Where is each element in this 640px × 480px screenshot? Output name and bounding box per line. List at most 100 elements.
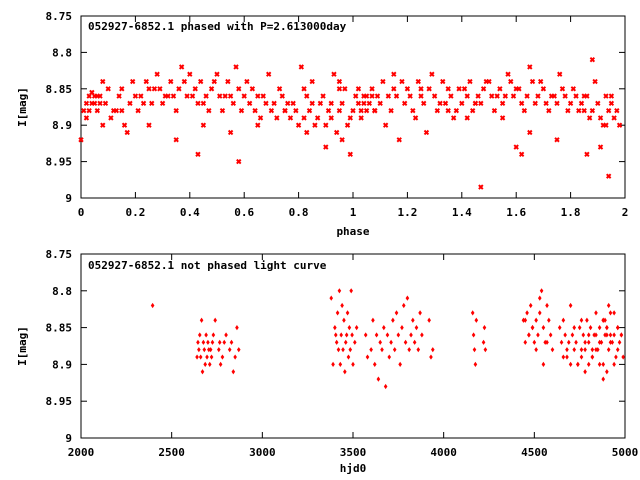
data-point [605,325,609,331]
y-tick-label: 8.8 [52,46,72,59]
data-point [236,347,241,353]
data-point [119,86,125,92]
data-point [344,332,349,338]
data-point [205,354,209,360]
data-point [363,93,370,99]
data-point [97,100,103,107]
data-point [119,107,125,114]
data-point [606,347,611,353]
data-point [355,86,362,92]
data-point [195,354,199,360]
data-point [301,115,307,121]
data-point [138,93,144,99]
data-point [336,347,341,353]
data-point [314,115,321,121]
x-tick-label: 0 [78,206,85,219]
data-point [265,71,272,77]
data-point [333,325,337,331]
data-point [532,100,538,107]
data-point [532,339,537,345]
data-point [218,361,223,367]
data-point [347,115,353,121]
data-point [516,86,522,92]
data-point [489,93,495,99]
data-point [423,129,430,136]
data-point [472,100,479,107]
data-point [86,107,92,114]
data-point [229,339,234,345]
data-point [328,100,334,107]
data-point [473,361,478,367]
data-point [579,347,584,353]
data-point [151,86,158,92]
data-point [586,332,591,338]
data-point [608,100,615,107]
data-point [213,317,217,323]
data-point [612,332,616,338]
data-point [578,100,585,107]
data-point [518,151,525,158]
data-point [244,78,250,85]
data-point [146,86,152,92]
data-point [597,339,602,345]
data-point [309,78,315,85]
data-point [146,122,152,128]
data-point [547,317,551,323]
x-tick-label: 1.6 [506,206,526,219]
data-point [523,339,528,345]
data-point [176,86,182,92]
data-point [170,93,177,99]
data-point [554,100,560,107]
data-point [338,361,343,367]
data-point [127,100,133,107]
data-point [554,137,560,143]
data-point [572,347,577,353]
data-point [378,339,382,345]
data-point [583,339,587,345]
data-point [513,144,519,150]
data-point [388,107,394,114]
x-tick-label: 0.4 [180,206,200,219]
data-point [595,100,601,107]
data-point [510,93,517,99]
data-point [445,107,451,114]
data-point [274,115,280,121]
data-point [537,78,544,85]
data-point [527,64,533,70]
data-point [400,325,404,331]
data-point [331,71,337,77]
data-point [508,78,514,85]
y-tick-label: 8.75 [46,248,73,261]
data-point [565,354,569,360]
data-point [480,86,487,92]
data-point [342,317,346,323]
data-point [586,361,591,367]
data-point [494,93,500,99]
data-point [323,122,329,128]
data-point [358,115,364,121]
data-point [392,347,397,353]
data-point [577,325,582,331]
data-point [429,71,435,77]
data-point [605,369,609,375]
data-point [334,339,339,345]
x-tick-label: 5000 [612,446,639,459]
data-point [594,310,598,316]
data-point [442,100,449,107]
data-point [567,100,574,107]
data-point [345,310,350,316]
data-point [350,332,354,338]
data-point [333,129,340,136]
data-point [586,115,593,121]
data-point [385,93,392,99]
plot-frame [80,253,626,439]
data-point [336,78,343,85]
data-point [576,361,580,367]
data-point [461,86,468,92]
data-point [586,339,591,345]
data-point [459,100,465,107]
data-point [225,78,231,85]
panel-1: 0 0.2 0.4 0.6 0.8 1 1.2 1.4 1.6 1.8 2 8.75 8.8 8.85 8.… [16,10,628,238]
data-point [410,107,416,114]
y-axis-label: I[mag] [16,326,29,366]
